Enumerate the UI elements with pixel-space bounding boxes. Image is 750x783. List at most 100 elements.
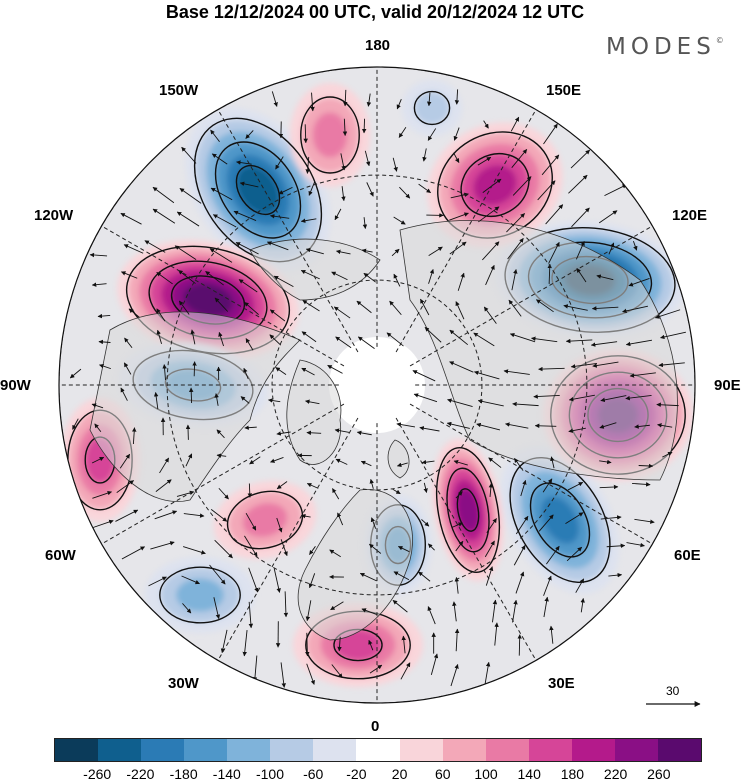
greenland-coast — [286, 359, 342, 465]
wind-arrow — [268, 398, 281, 403]
wind-arrow — [356, 300, 372, 314]
meridian-line — [395, 417, 537, 661]
wind-arrow — [398, 546, 410, 553]
anomaly-level — [236, 166, 280, 214]
wind-arrow — [488, 482, 494, 497]
wind-arrow — [542, 478, 553, 493]
wind-arrow — [478, 206, 500, 223]
meridian-line — [409, 403, 653, 545]
wind-arrow — [120, 271, 138, 279]
wind-arrow — [303, 124, 308, 144]
colorbar — [54, 738, 702, 762]
wind-arrow — [506, 213, 525, 233]
wind-arrow — [337, 636, 342, 652]
wind-arrow — [218, 331, 224, 347]
wind-arrow — [214, 297, 229, 312]
wind-arrow — [239, 181, 259, 188]
wind-arrow — [159, 457, 170, 474]
geopotential-contour — [226, 490, 304, 550]
wind-vectors — [69, 89, 686, 688]
wind-arrow — [566, 546, 583, 562]
anomaly-level — [183, 283, 233, 317]
longitude-label-150e: 150E — [546, 82, 582, 99]
wind-arrow — [181, 146, 197, 164]
wind-arrow — [211, 153, 228, 165]
wind-arrow — [520, 479, 527, 497]
wind-arrow — [154, 510, 178, 520]
wind-arrow — [473, 332, 495, 347]
wind-arrow — [182, 546, 206, 555]
wind-arrow — [626, 542, 645, 548]
wind-arrow — [273, 275, 294, 288]
wind-arrow — [271, 91, 278, 107]
wind-arrow — [276, 481, 288, 490]
colorbar-segment — [657, 739, 701, 761]
wind-arrow — [183, 513, 205, 518]
wind-arrow — [418, 183, 431, 194]
wind-arrow — [401, 635, 406, 654]
longitude-label-30w: 30W — [168, 675, 199, 692]
wind-arrow — [622, 305, 649, 314]
wind-arrow — [278, 186, 293, 195]
colorbar-segment — [442, 739, 486, 761]
wind-arrow — [156, 329, 162, 344]
wind-arrow — [393, 273, 401, 287]
wind-arrow — [412, 370, 436, 382]
wind-arrow — [120, 387, 128, 401]
colorbar-tick-label: 180 — [560, 766, 585, 782]
wind-arrow — [452, 601, 457, 622]
wind-arrow — [428, 246, 443, 256]
wind-arrow — [512, 176, 532, 196]
anomaly-level — [414, 91, 450, 125]
colorbar-segment — [141, 739, 185, 761]
colorbar-tick-label: 140 — [517, 766, 541, 782]
anomaly-level — [176, 578, 224, 612]
wind-arrow — [209, 248, 233, 263]
wind-arrow — [363, 272, 376, 283]
wind-arrow — [369, 478, 374, 489]
wind-arrow — [484, 540, 495, 558]
wind-arrow — [182, 603, 192, 614]
wind-arrow — [362, 217, 368, 230]
colorbar-tick-label: 260 — [647, 766, 671, 782]
wind-arrow — [213, 597, 221, 620]
map-boundary — [58, 66, 696, 704]
wind-arrow — [72, 418, 79, 430]
geopotential-contour — [436, 447, 500, 573]
colorbar-tick-label: -20 — [346, 766, 367, 782]
wind-arrow — [494, 622, 499, 646]
wind-arrow — [305, 632, 310, 657]
wind-arrow — [336, 249, 351, 255]
wind-arrow — [510, 116, 520, 132]
wind-arrow — [508, 299, 522, 317]
wind-arrow — [608, 572, 623, 578]
longitude-label-120w: 120W — [34, 207, 74, 224]
wind-arrow — [185, 453, 193, 467]
wind-arrow — [455, 301, 465, 320]
wind-arrow — [240, 396, 250, 404]
wind-arrow — [300, 218, 317, 223]
wind-arrow — [331, 271, 348, 281]
wind-arrow — [389, 300, 402, 316]
wind-arrow — [563, 304, 588, 311]
wind-arrow — [625, 339, 653, 347]
wind-arrow — [454, 628, 460, 652]
wind-arrow — [473, 370, 500, 380]
wind-arrow — [361, 608, 378, 616]
wind-arrow — [366, 93, 372, 107]
wind-arrow — [568, 394, 595, 402]
wind-arrow — [398, 127, 407, 138]
wind-arrow — [392, 599, 408, 613]
anomaly-level — [312, 112, 348, 158]
wind-arrow — [174, 245, 197, 260]
wind-arrow — [536, 299, 554, 313]
wind-arrow — [453, 152, 460, 163]
wind-arrow — [252, 655, 258, 682]
wind-arrow — [427, 606, 436, 625]
wind-arrow — [503, 369, 530, 375]
wind-arrow — [119, 453, 131, 469]
wind-arrow — [531, 336, 558, 343]
wind-arrow — [178, 269, 196, 284]
wind-arrow — [632, 482, 651, 487]
colorbar-tick-labels: -260 -220 -180 -140 -100 -60 -20 20 60 100 140 180 2… — [54, 766, 702, 783]
